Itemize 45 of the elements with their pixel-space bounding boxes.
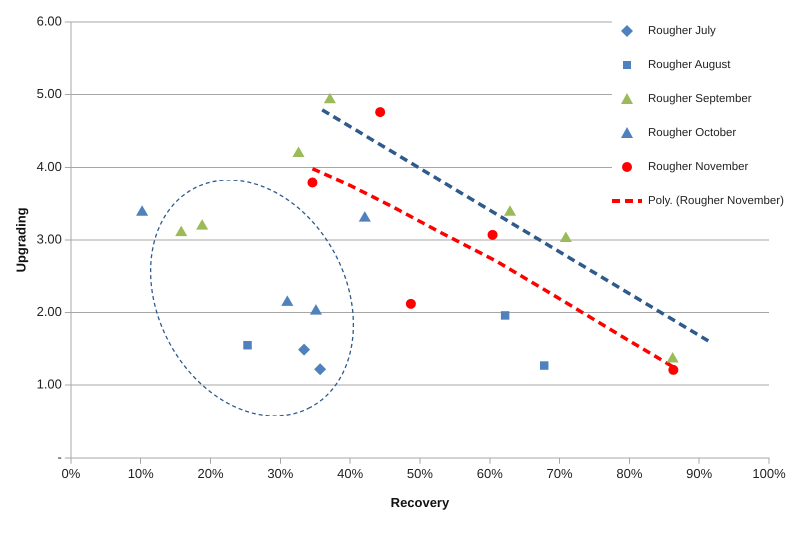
y-tick-label: 3.00: [36, 231, 62, 246]
y-tick-label: -: [58, 449, 62, 464]
x-tick-label: 80%: [616, 466, 643, 482]
x-tick-label: 50%: [406, 466, 434, 482]
legend-label: Rougher November: [648, 161, 748, 173]
point: [560, 231, 572, 242]
y-tick-label: 2.00: [36, 304, 62, 320]
point: [243, 340, 252, 350]
point: [666, 352, 679, 363]
legend-label: Rougher September: [648, 93, 752, 105]
point: [314, 363, 326, 376]
point: [504, 205, 516, 216]
legend-label: Rougher July: [648, 25, 716, 37]
legend-label: Poly. (Rougher November): [648, 195, 784, 207]
point: [281, 295, 294, 306]
x-tick-label: 0%: [62, 466, 81, 482]
x-tick-label: 100%: [752, 466, 786, 482]
point: [358, 211, 371, 222]
y-tick-label: 4.00: [36, 158, 62, 174]
y-tick-label: 6.00: [36, 14, 62, 29]
point: [540, 361, 548, 370]
legend-label: Rougher October: [648, 127, 736, 139]
x-tick-label: 90%: [686, 466, 713, 482]
x-tick-label: 10%: [128, 466, 154, 482]
y-tick-label: 1.00: [36, 376, 62, 392]
y-axis-title: Upgrading: [13, 207, 28, 272]
y-tick-label: 5.00: [36, 86, 62, 102]
legend-label: Rougher August: [648, 59, 730, 71]
point: [298, 344, 310, 356]
x-tick-label: 40%: [337, 466, 364, 482]
point: [668, 364, 678, 375]
point: [292, 146, 305, 157]
point: [310, 304, 322, 315]
x-tick-label: 60%: [476, 466, 504, 482]
point: [136, 205, 148, 216]
point: [406, 298, 416, 309]
point: [175, 226, 188, 236]
x-axis-title: Recovery: [390, 494, 450, 510]
point: [500, 311, 510, 320]
x-tick-label: 70%: [546, 466, 574, 482]
point: [196, 219, 208, 230]
x-tick-label: 20%: [198, 466, 224, 482]
x-tick-label: 30%: [267, 466, 294, 482]
point: [488, 230, 498, 240]
point: [324, 92, 336, 104]
